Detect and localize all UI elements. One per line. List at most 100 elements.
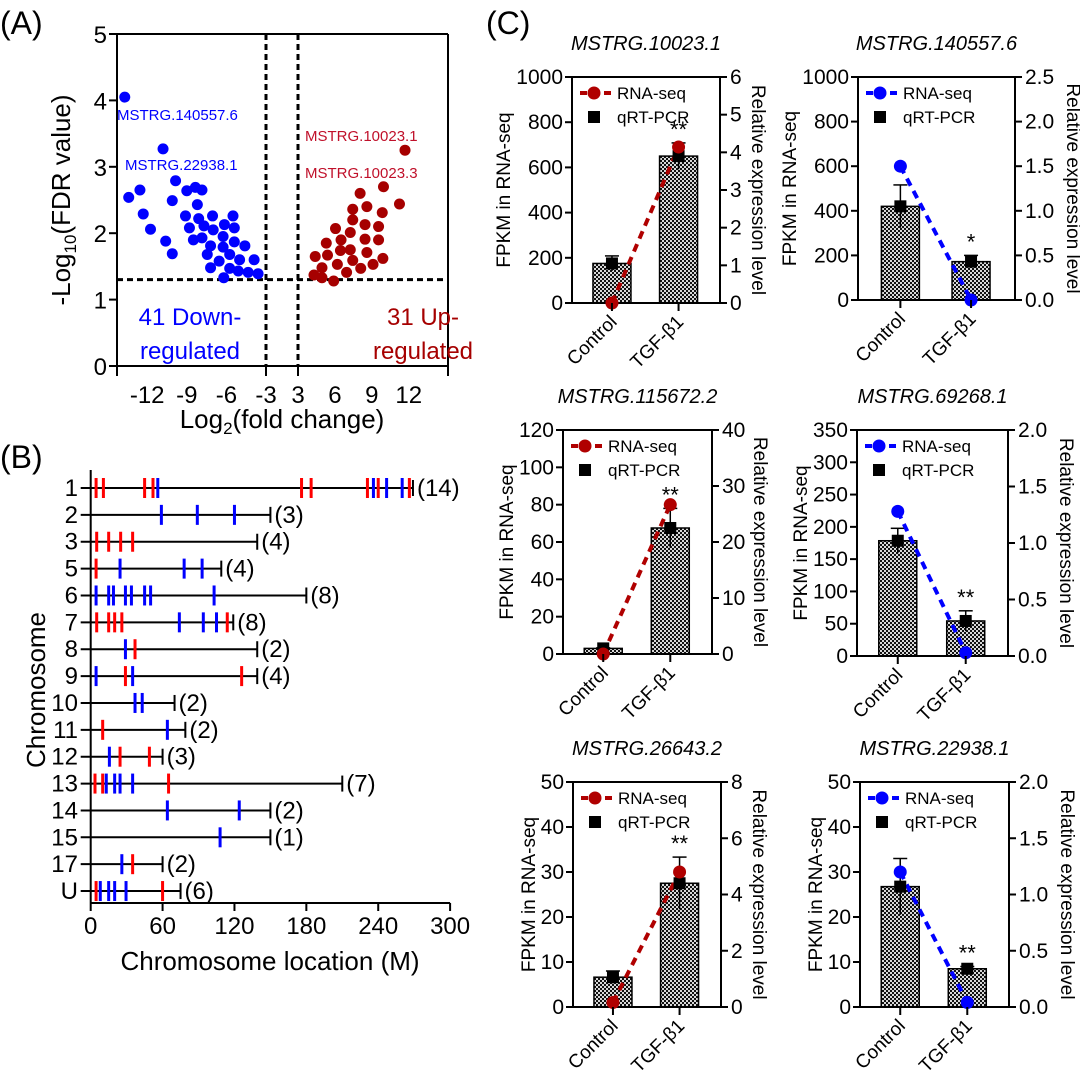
right-tick-label: 1.0	[1019, 884, 1048, 907]
qrtpcr-square	[664, 522, 677, 534]
gene-annotation: MSTRG.10023.1	[305, 128, 418, 145]
category-label: TGF-β1	[618, 663, 679, 724]
up-regulated-point	[377, 252, 389, 264]
down-regulated-point	[166, 195, 178, 207]
right-axis-label: Relative expression level	[1055, 438, 1076, 648]
rnaseq-point	[673, 865, 687, 879]
y-tick-label: 1	[94, 288, 107, 315]
down-regulated-point	[160, 235, 172, 247]
right-axis-label: Relative expression level	[1062, 83, 1080, 293]
significance-mark: *	[967, 229, 976, 254]
category-label: Control	[564, 1016, 622, 1074]
left-tick-label: 20	[541, 906, 564, 929]
left-tick-label: 600	[814, 155, 849, 178]
legend-label-rnaseq: RNA-seq	[618, 789, 687, 808]
x-tick-label: 120	[214, 913, 254, 940]
lncrna-count: (8)	[237, 609, 266, 636]
left-tick-label: 0	[542, 643, 554, 666]
lncrna-count: (2)	[261, 636, 290, 663]
lncrna-count: (3)	[167, 744, 196, 771]
chromosome-label: 9	[65, 663, 78, 690]
up-regulated-point	[373, 221, 385, 233]
x-axis-label-part: (fold change)	[233, 404, 385, 434]
chart-title: MSTRG.22938.1	[859, 738, 1009, 760]
chart-title: MSTRG.26643.2	[572, 738, 722, 760]
down-regulated-point	[205, 240, 217, 252]
chromosome-label: 11	[53, 717, 78, 744]
up-regulated-point	[334, 244, 346, 256]
bar-chart-mstrg-22938-1: MSTRG.22938.1 ** 0 10 20 30 40 50 0.0 0.5 1.0 1.5 2.…	[806, 738, 1077, 1077]
rnaseq-point	[891, 504, 905, 518]
down-regulated-point	[224, 248, 236, 260]
up-regulated-point	[330, 223, 342, 235]
left-tick-label: 40	[541, 816, 564, 839]
down-regulated-point	[207, 224, 219, 236]
category-label: Control	[849, 665, 907, 723]
legend-label-qrtpcr: qRT-PCR	[617, 108, 689, 127]
y-axis-label: Chromosome	[21, 612, 51, 768]
left-tick-label: 50	[825, 613, 848, 636]
x-tick-label: 9	[365, 382, 378, 409]
left-tick-label: 60	[531, 531, 554, 554]
right-axis-label: Relative expression level	[748, 789, 769, 999]
left-tick-label: 100	[519, 456, 554, 479]
y-tick-label: 5	[94, 22, 107, 49]
up-regulated-point	[354, 187, 366, 199]
left-tick-label: 50	[541, 771, 564, 794]
up-regulated-point	[393, 198, 405, 210]
lncrna-count: (2)	[189, 717, 218, 744]
left-tick-label: 40	[531, 568, 554, 591]
panel-label-b: (B)	[0, 439, 43, 475]
down-regulated-point	[232, 265, 244, 277]
right-tick-label: 0.0	[1019, 996, 1048, 1019]
down-regulated-point	[228, 236, 240, 248]
left-tick-label: 0	[836, 645, 848, 668]
qrtpcr-square	[965, 255, 978, 268]
left-tick-label: 250	[813, 484, 848, 507]
legend-square-icon	[589, 816, 601, 828]
lncrna-count: (1)	[274, 824, 303, 851]
x-axis-label-part: Log	[180, 404, 223, 434]
rnaseq-point	[893, 865, 907, 879]
down-regulated-point	[217, 241, 229, 253]
rnaseq-point	[959, 646, 973, 660]
down-regulated-point	[252, 268, 264, 280]
legend-label-rnaseq: RNA-seq	[905, 789, 974, 808]
significance-mark: **	[959, 941, 977, 966]
chromosome-map: 0 60 120 180 240 300 Chromosome location (M) Ch…	[21, 470, 470, 976]
right-tick-label: 1.5	[1019, 827, 1048, 850]
y-axis-label-part: 10	[61, 235, 80, 254]
lncrna-count: (6)	[185, 878, 214, 905]
chromosome-label: 13	[51, 771, 78, 798]
x-axis-label: Chromosome location (M)	[120, 946, 419, 976]
qrtpcr-square	[959, 614, 972, 627]
volcano-plot: -12 -9 -6 -3 3 6 9 12012345MSTRG.140557.6MSTRG.…	[46, 22, 473, 438]
up-regulated-point	[359, 233, 371, 245]
right-tick-label: 8	[731, 771, 743, 794]
right-axis-label: Relative expression level	[749, 437, 770, 647]
x-axis-label: Log2(fold change)	[180, 404, 385, 438]
x-tick-label: 300	[430, 913, 470, 940]
lncrna-count: (4)	[261, 529, 290, 556]
right-tick-label: 6	[730, 66, 742, 89]
up-regulated-point	[355, 262, 367, 274]
left-tick-label: 350	[813, 419, 848, 442]
down-regulated-point	[145, 223, 156, 235]
down-regulated-point	[181, 185, 193, 197]
qrtpcr-bar	[658, 155, 699, 304]
left-axis-label: FPKM in RNA-seq	[519, 817, 540, 972]
right-tick-label: 0.5	[1019, 940, 1048, 963]
lncrna-count: (2)	[167, 851, 196, 878]
rnaseq-dashed-line	[610, 146, 681, 304]
down-regulated-point	[207, 210, 219, 222]
chromosome-label: 6	[65, 582, 78, 609]
down-regulated-point	[248, 254, 260, 266]
down-regulated-point	[201, 248, 213, 260]
down-regulated-point	[198, 220, 210, 232]
legend-label-qrtpcr: qRT-PCR	[618, 813, 690, 832]
up-regulated-point	[347, 254, 359, 266]
x-tick-label: 180	[286, 913, 326, 940]
down-regulated-point	[166, 248, 178, 260]
region-label: regulated	[373, 338, 473, 365]
rnaseq-dashed-line	[898, 165, 973, 301]
